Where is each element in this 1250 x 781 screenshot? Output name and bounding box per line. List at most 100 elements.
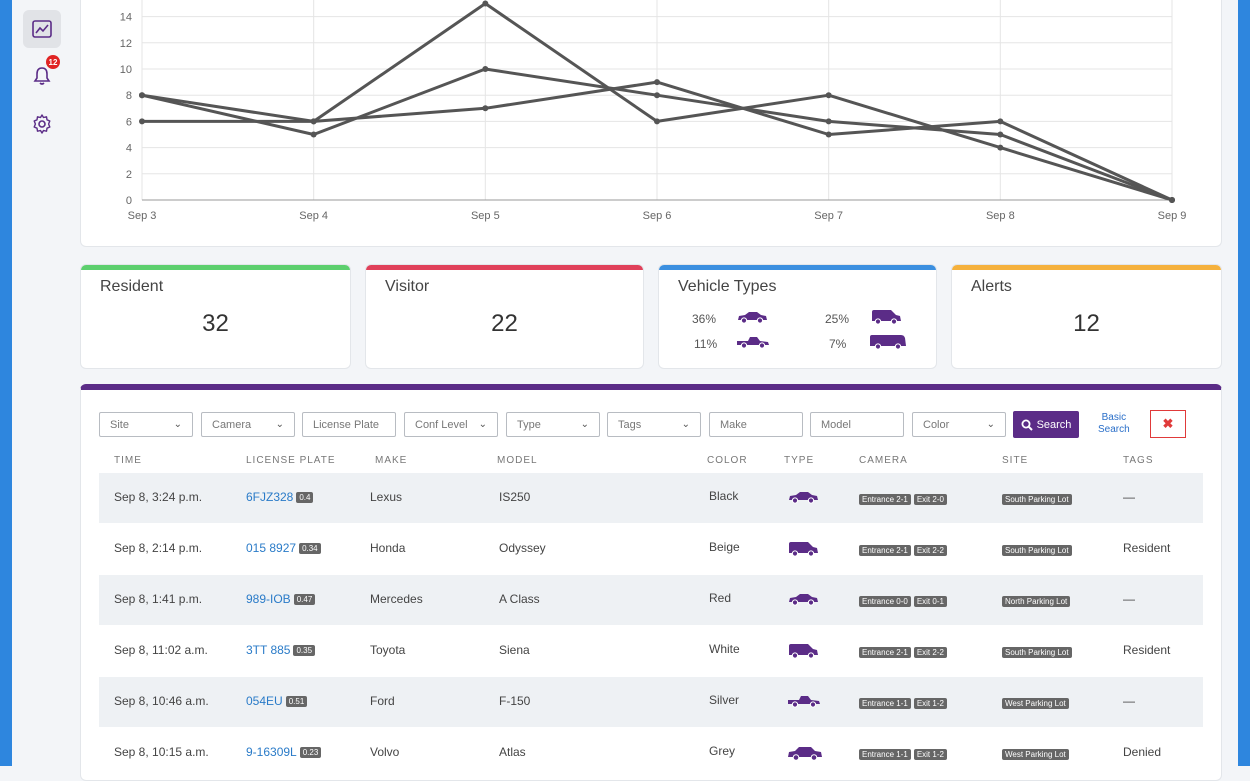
vehicle-type-pct: 36% — [692, 312, 717, 326]
x-tick-label: Sep 9 — [1158, 210, 1187, 222]
plate-link[interactable]: 989-IOB — [246, 592, 291, 606]
tags-cell: Denied — [1123, 745, 1162, 759]
color-cell: Silver — [709, 693, 740, 707]
table-row[interactable]: Sep 8, 3:24 p.m. 6FJZ328 0.4 Lexus IS250 Blac… — [99, 473, 1203, 523]
series-3-point — [482, 105, 489, 112]
make-cell: Toyota — [370, 643, 406, 657]
basic-search-line2: Search — [1098, 424, 1130, 435]
confidence-badge: 0.23 — [299, 747, 322, 758]
settings-nav-button[interactable] — [23, 105, 61, 143]
window-frame-right — [1238, 0, 1250, 766]
make-cell: Mercedes — [370, 592, 423, 606]
column-header-model[interactable]: MODEL — [497, 455, 538, 466]
model-cell: F-150 — [499, 694, 531, 708]
alerts-nav-button[interactable]: 12 — [23, 55, 61, 95]
column-header-camera[interactable]: CAMERA — [859, 455, 908, 466]
chevron-down-icon: ⌄ — [173, 419, 182, 430]
column-header-tags[interactable]: TAGS — [1123, 455, 1154, 466]
camera-cell: Entrance 2-1 Exit 2-0 — [859, 491, 950, 505]
make-cell: Lexus — [370, 490, 403, 504]
camera-cell: Entrance 1-1 Exit 1-2 — [859, 746, 950, 760]
vehicle-types-card-accent — [659, 265, 936, 270]
x-tick-label: Sep 7 — [814, 210, 843, 222]
plate-link[interactable]: 054EU — [246, 694, 283, 708]
type-select[interactable]: Type ⌄ — [506, 412, 600, 437]
alerts-card-accent — [952, 265, 1221, 270]
sedan-icon — [787, 490, 819, 507]
table-row[interactable]: Sep 8, 1:41 p.m. 989-IOB 0.47 Mercedes A Cla… — [99, 575, 1203, 625]
site-select[interactable]: Site ⌄ — [99, 412, 193, 437]
series-2-point — [654, 92, 660, 99]
model-input[interactable]: Model — [810, 412, 904, 437]
vehicle-type-pct: 11% — [694, 337, 718, 351]
camera-tag: Entrance 1-1 — [859, 698, 911, 709]
series-2-point — [139, 92, 145, 99]
chart-line-icon — [32, 20, 52, 38]
tags-cell: Resident — [1123, 541, 1171, 555]
vehicle-type-sedan: 36% — [692, 312, 767, 326]
table-row[interactable]: Sep 8, 2:14 p.m. 015 8927 0.34 Honda Odyssey… — [99, 524, 1203, 574]
site-cell: West Parking Lot — [1002, 746, 1072, 760]
camera-tag: Exit 2-2 — [913, 545, 947, 556]
camera-tag: Exit 1-2 — [913, 749, 947, 760]
license-plate-input[interactable]: License Plate — [302, 412, 396, 437]
column-header-time[interactable]: TIME — [114, 455, 142, 466]
time-cell: Sep 8, 3:24 p.m. — [114, 490, 203, 504]
plate-link[interactable]: 6FJZ328 — [246, 490, 294, 504]
clear-filters-button[interactable]: ✖ — [1150, 410, 1186, 438]
resident-card: Resident 32 — [80, 264, 351, 369]
plate-link[interactable]: 9-16309L — [246, 745, 297, 759]
color-select[interactable]: Color ⌄ — [912, 412, 1006, 437]
color-cell: Beige — [709, 540, 740, 554]
column-header-color[interactable]: COLOR — [707, 455, 748, 466]
column-header-plate[interactable]: LICENSE PLATE — [246, 455, 336, 466]
search-icon — [1021, 419, 1033, 431]
plate-link[interactable]: 015 8927 — [246, 541, 297, 555]
van-icon — [870, 309, 902, 328]
confidence-badge: 0.51 — [285, 696, 308, 707]
model-cell: IS250 — [499, 490, 531, 504]
bus-icon — [869, 334, 907, 353]
make-input[interactable]: Make — [709, 412, 803, 437]
color-cell: White — [709, 642, 740, 656]
y-tick-label: 6 — [126, 116, 132, 128]
chevron-down-icon: ⌄ — [681, 419, 690, 430]
column-header-make[interactable]: MAKE — [375, 455, 408, 466]
resident-count: 32 — [202, 310, 229, 337]
camera-cell: Entrance 2-1 Exit 2-2 — [859, 542, 950, 556]
search-button[interactable]: Search — [1013, 411, 1079, 438]
table-row[interactable]: Sep 8, 11:02 a.m. 3TT 885 0.35 Toyota Siena W… — [99, 626, 1203, 676]
time-cell: Sep 8, 2:14 p.m. — [114, 541, 203, 555]
chevron-down-icon: ⌄ — [478, 419, 487, 430]
visitor-card: Visitor 22 — [365, 264, 644, 369]
time-cell: Sep 8, 10:46 a.m. — [114, 694, 209, 708]
make-cell: Ford — [370, 694, 395, 708]
confidence-badge: 0.34 — [299, 543, 321, 554]
tags-select[interactable]: Tags ⌄ — [607, 412, 701, 437]
column-header-site[interactable]: SITE — [1002, 455, 1029, 466]
y-tick-label: 10 — [120, 64, 132, 76]
series-1-point — [654, 118, 660, 125]
site-select-label: Site — [110, 418, 129, 431]
table-row[interactable]: Sep 8, 10:46 a.m. 054EU 0.51 Ford F-150 Silve… — [99, 677, 1203, 727]
conf-level-select[interactable]: Conf Level ⌄ — [404, 412, 498, 437]
search-button-label: Search — [1036, 418, 1072, 431]
chart-panel: 0 2 4 6 8 10 12 14 Sep 3 Sep 4 Sep 5 Sep 6 Sep 7 Sep … — [80, 0, 1222, 247]
conf-level-select-label: Conf Level — [415, 418, 468, 431]
gear-icon — [33, 114, 51, 134]
site-tag: West Parking Lot — [1002, 698, 1069, 709]
camera-tag: Exit 1-2 — [913, 698, 947, 709]
camera-select[interactable]: Camera ⌄ — [201, 412, 295, 437]
basic-search-link[interactable]: Basic Search — [1098, 412, 1130, 436]
plate-link[interactable]: 3TT 885 — [246, 643, 291, 657]
camera-tag: Entrance 0-0 — [859, 596, 911, 607]
y-tick-label: 14 — [120, 12, 132, 24]
color-cell: Grey — [709, 744, 736, 758]
table-row[interactable]: Sep 8, 10:15 a.m. 9-16309L 0.23 Volvo Atlas G… — [99, 728, 1203, 778]
x-tick-label: Sep 3 — [128, 210, 157, 222]
site-cell: South Parking Lot — [1002, 491, 1075, 505]
column-header-type[interactable]: TYPE — [784, 455, 815, 466]
van-icon — [787, 643, 819, 662]
alerts-count: 12 — [1073, 310, 1100, 337]
analytics-nav-button[interactable] — [23, 10, 61, 48]
